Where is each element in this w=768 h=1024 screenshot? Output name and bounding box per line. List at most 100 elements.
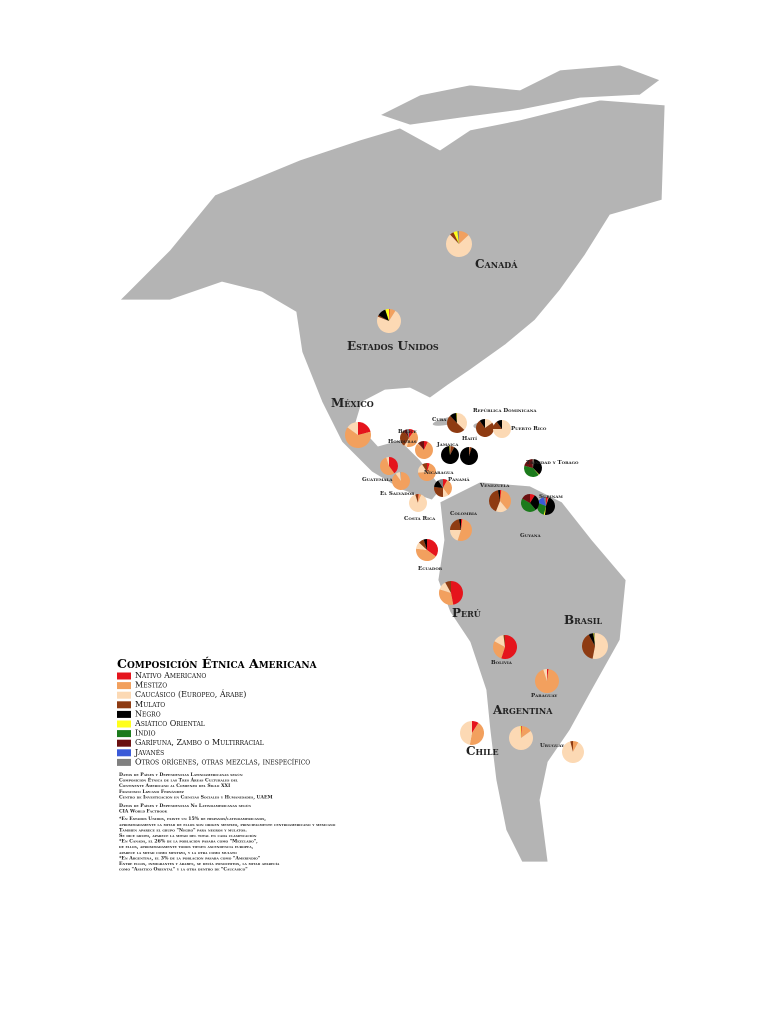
pie-slice	[522, 493, 530, 503]
pie-slice	[456, 413, 457, 423]
pie-slice	[434, 480, 443, 488]
pie-slice	[459, 230, 469, 244]
legend-label: Otros orígenes, otras mezclas, inespecíf…	[135, 757, 310, 766]
pie-slice	[446, 415, 465, 434]
country-label: Bolivia	[491, 660, 513, 666]
pie-slice	[493, 421, 502, 429]
pie-slice	[543, 497, 546, 506]
legend-swatch	[117, 691, 131, 699]
legend-label: Negro	[135, 709, 161, 718]
legend-swatch	[117, 739, 131, 747]
legend-label: Mestizo	[135, 681, 167, 690]
pie-slice	[427, 539, 439, 557]
legend-label: Caucásico (Europeo, Árabe)	[135, 690, 246, 699]
pie-slice	[418, 494, 422, 503]
pie-slice	[439, 589, 454, 605]
legend-swatch	[117, 730, 131, 738]
legend-swatch	[117, 710, 131, 718]
pie-slice	[524, 459, 533, 468]
pie-slice	[418, 441, 424, 450]
pie-slice	[500, 490, 502, 501]
legend-swatch	[117, 682, 131, 690]
pie-slice	[546, 497, 549, 506]
pie-slice	[524, 465, 539, 477]
pie-slice	[422, 463, 427, 472]
pie-slice	[389, 309, 396, 321]
pie-slice	[469, 447, 470, 456]
country-label: Guatemala	[362, 477, 393, 483]
pie-slice	[389, 457, 398, 474]
pie-slice	[570, 741, 573, 752]
country-label: Surinam	[539, 494, 563, 500]
legend-label: Indio	[135, 729, 156, 738]
pie-slice	[500, 490, 511, 510]
country-label: Venezuela	[479, 483, 510, 489]
pie-slice	[417, 443, 424, 450]
pie-slice	[408, 494, 427, 512]
country-label: Nicaragua	[424, 470, 454, 476]
pie-slice	[520, 726, 521, 738]
country-label: Colombia	[450, 511, 478, 517]
pie-slice	[533, 459, 534, 468]
country-label: Jamaica	[436, 442, 459, 448]
pie-slice	[503, 635, 505, 647]
country-label: Ecuador	[418, 566, 443, 572]
pie-slice	[417, 442, 424, 450]
south-america	[437, 481, 627, 863]
pie-slice	[423, 539, 427, 550]
pie-slice	[450, 446, 451, 455]
country-label: Cuba	[432, 417, 447, 423]
pie-slice	[588, 633, 595, 646]
pie-slice	[427, 463, 430, 472]
note-line: Composición Étnica de las Tres Áreas Cul…	[119, 776, 239, 784]
pie-slice	[391, 472, 410, 490]
pie-slice	[521, 726, 531, 738]
pie-slice	[404, 438, 409, 447]
pie-slice	[501, 635, 518, 659]
note-line: Centro de Investigación en Ciencias Soci…	[119, 794, 273, 800]
country-label: Perú	[452, 606, 481, 620]
pie-slice	[469, 447, 472, 456]
pie-slice	[493, 641, 505, 659]
country-label: Uruguay	[540, 743, 564, 749]
pie-slice	[439, 582, 451, 593]
pie-slice	[450, 519, 461, 530]
pie-slice	[489, 490, 500, 512]
pies	[345, 230, 609, 763]
pie-slice	[377, 310, 402, 334]
pie-slice	[520, 498, 536, 513]
country-label: Chile	[466, 744, 499, 758]
pie-slice	[450, 232, 459, 244]
note-line: *En Canadá, el 26% de la población pasab…	[119, 839, 258, 845]
pie-slice	[495, 501, 508, 513]
pie-slice	[537, 497, 546, 506]
pie-slice	[537, 502, 546, 515]
pie-slice	[459, 721, 472, 745]
pie-slice	[446, 234, 473, 257]
pie-slice	[424, 441, 428, 450]
pie-slice	[582, 634, 595, 659]
pie-slice	[378, 309, 389, 321]
pie-slice	[497, 490, 500, 501]
pie-slice	[433, 486, 443, 497]
pie-slice	[562, 741, 585, 763]
legend-swatch	[117, 701, 131, 709]
pie-slice	[406, 430, 418, 447]
pie-slice	[530, 495, 540, 510]
legend-label: Garífuna, Zambo o Multirracial	[135, 738, 264, 747]
pie-slice	[479, 419, 485, 428]
legend-label: Asiático Oriental	[134, 719, 205, 728]
pie-slice	[530, 494, 535, 503]
note-line: aparece la mitad como mestizo, y la otra…	[118, 851, 237, 856]
pie-slice	[593, 633, 595, 646]
pie-slice	[485, 419, 493, 428]
pie-slice	[443, 488, 449, 497]
country-label: República Dominicana	[473, 408, 537, 414]
pie-slice	[469, 722, 485, 746]
legend-swatch	[117, 749, 131, 757]
pie-slice	[460, 447, 479, 466]
pie-slice	[573, 741, 579, 752]
pie-slice	[453, 231, 459, 244]
pie-slice	[415, 494, 418, 503]
pie-slice	[358, 422, 371, 435]
